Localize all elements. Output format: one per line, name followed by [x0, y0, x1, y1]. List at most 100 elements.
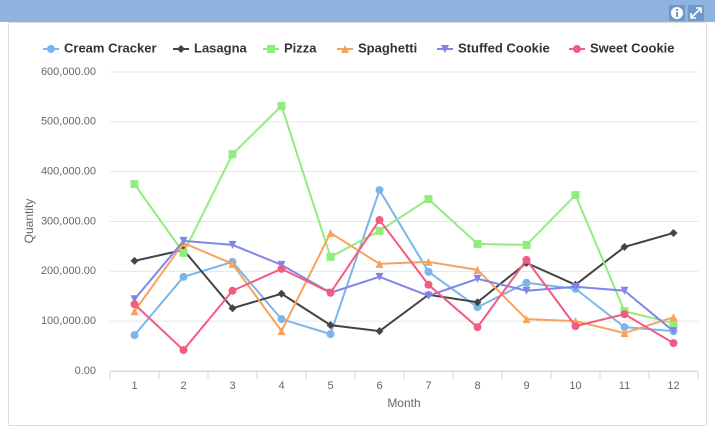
- point: [522, 315, 531, 324]
- point: [130, 256, 139, 265]
- point: [473, 239, 482, 248]
- series-line: [134, 232, 674, 333]
- point: [473, 298, 482, 307]
- point: [326, 288, 335, 297]
- point: [130, 180, 139, 189]
- legend-label: Spaghetti: [358, 40, 417, 55]
- point: [669, 327, 678, 336]
- point: [620, 242, 629, 251]
- point: [571, 191, 580, 200]
- point: [375, 186, 384, 195]
- x-tick-label: 1: [131, 380, 137, 392]
- point: [179, 272, 188, 281]
- legend-marker: [573, 45, 581, 53]
- series-line: [133, 239, 675, 332]
- point: [375, 226, 384, 235]
- panel: [8, 22, 707, 426]
- point: [179, 248, 188, 257]
- y-tick-label: 100,000.00: [41, 315, 96, 327]
- point: [326, 252, 335, 261]
- point: [130, 331, 139, 340]
- legend-marker: [441, 45, 449, 53]
- point: [571, 282, 580, 291]
- point: [375, 216, 384, 225]
- point: [522, 286, 531, 295]
- point: [326, 321, 335, 330]
- point: [277, 101, 286, 110]
- x-tick-label: 2: [180, 380, 186, 392]
- point: [522, 255, 531, 264]
- point: [669, 339, 678, 348]
- y-tick-label: 500,000.00: [41, 116, 96, 128]
- point: [130, 300, 139, 309]
- point: [277, 315, 286, 324]
- point: [375, 259, 384, 268]
- point: [620, 310, 629, 319]
- x-tick-label: 7: [425, 380, 431, 392]
- x-tick-label: 9: [523, 380, 529, 392]
- expand-button[interactable]: [688, 5, 704, 21]
- y-tick-label: 600,000.00: [41, 66, 96, 78]
- point: [620, 323, 629, 332]
- x-tick-label: 11: [619, 380, 630, 392]
- legend-marker: [47, 45, 55, 53]
- legend-label: Pizza: [284, 40, 317, 55]
- point: [228, 259, 237, 268]
- y-tick-label: 300,000.00: [41, 215, 96, 227]
- point: [424, 280, 433, 289]
- y-tick-label: 0.00: [75, 365, 96, 377]
- x-tick-label: 5: [327, 380, 333, 392]
- y-axis-title: Quantity: [22, 199, 36, 244]
- point: [130, 307, 139, 316]
- legend-label: Lasagna: [194, 40, 248, 55]
- x-tick-label: 6: [376, 380, 382, 392]
- point: [424, 291, 433, 300]
- x-tick-label: 8: [474, 380, 480, 392]
- point: [473, 323, 482, 332]
- point: [669, 228, 678, 237]
- point: [228, 304, 237, 313]
- point: [522, 240, 531, 249]
- point: [228, 286, 237, 295]
- point: [277, 289, 286, 298]
- point: [228, 150, 237, 159]
- series-line: [133, 104, 674, 325]
- point: [375, 272, 384, 281]
- point: [277, 327, 286, 336]
- x-tick-label: 4: [278, 380, 284, 392]
- point: [571, 322, 580, 331]
- point: [669, 313, 678, 322]
- legend-label: Stuffed Cookie: [458, 40, 550, 55]
- point: [228, 240, 237, 249]
- point: [277, 264, 286, 273]
- x-tick-label: 12: [667, 380, 679, 392]
- point: [326, 330, 335, 339]
- point: [473, 303, 482, 312]
- point: [130, 295, 139, 304]
- x-tick-label: 3: [229, 380, 235, 392]
- legend-marker: [341, 45, 349, 53]
- point: [669, 319, 678, 328]
- y-tick-label: 400,000.00: [41, 166, 96, 178]
- point: [424, 195, 433, 204]
- x-tick-label: 10: [569, 380, 581, 392]
- point: [326, 228, 335, 237]
- x-axis-title: Month: [387, 396, 420, 410]
- info-button[interactable]: [669, 5, 685, 21]
- point: [179, 236, 188, 245]
- point: [620, 286, 629, 295]
- point: [375, 327, 384, 336]
- point: [424, 267, 433, 276]
- point: [620, 329, 629, 338]
- point: [179, 346, 188, 355]
- series-line: [133, 187, 674, 336]
- legend-label: Sweet Cookie: [590, 40, 675, 55]
- legend-label: Cream Cracker: [64, 40, 157, 55]
- y-tick-label: 200,000.00: [41, 265, 96, 277]
- point: [522, 278, 531, 287]
- point: [473, 274, 482, 283]
- series-line: [133, 218, 675, 352]
- point: [473, 265, 482, 274]
- point: [424, 257, 433, 266]
